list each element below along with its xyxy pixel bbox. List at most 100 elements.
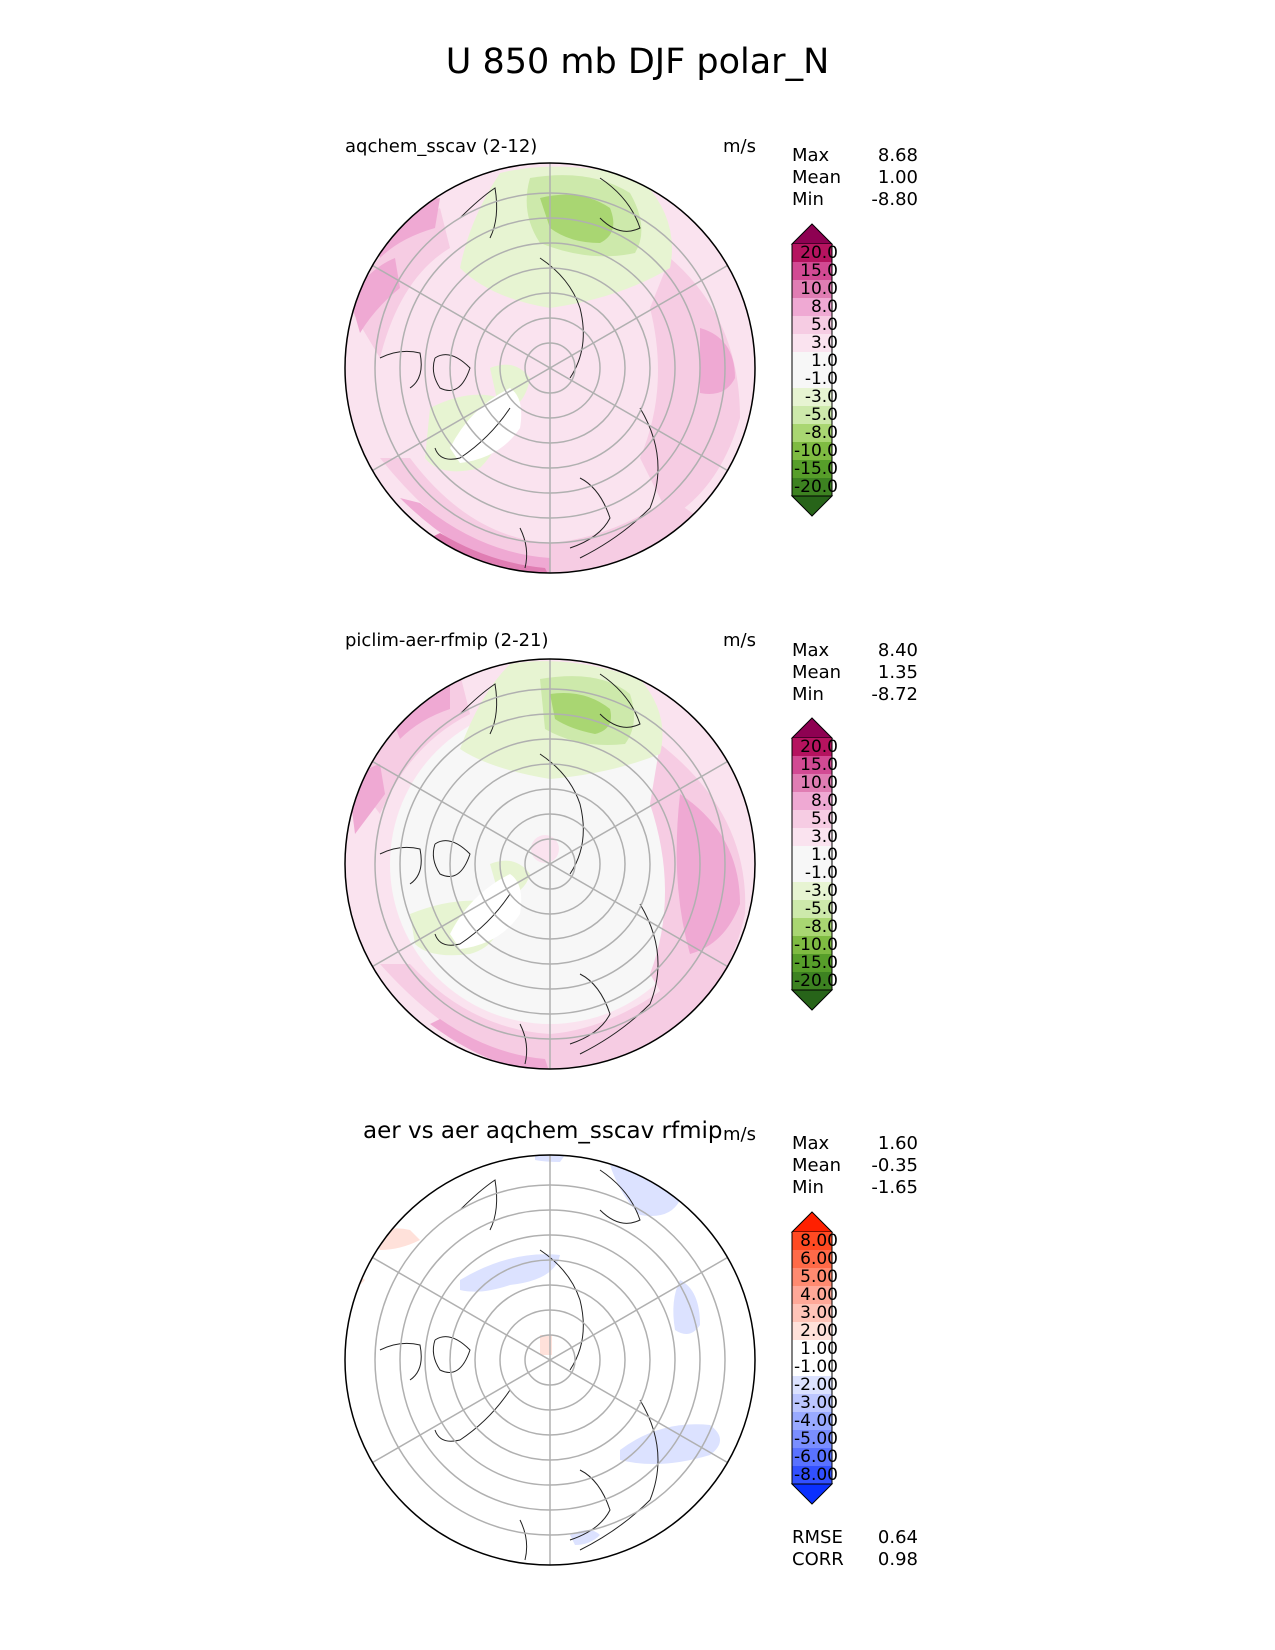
colorbar-tick-label: 10.0 [800,279,838,299]
stat-min-label: Min [792,1177,824,1198]
colorbar-cell [792,1466,832,1484]
colorbar-tick-label: 5.0 [810,809,838,829]
colorbar-tick-label: 20.0 [800,737,838,757]
colorbar-cell [792,900,832,918]
colorbar-tick-label: 8.0 [810,791,838,811]
colorbar-tick-label: -1.0 [804,369,838,389]
colorbar-cell [792,792,832,810]
colorbar-cell [792,828,832,846]
colorbar-cell [792,882,832,900]
colorbar-tick-label: -8.00 [794,1465,838,1485]
colorbar-tick-label: 20.0 [800,243,838,263]
stat-max-label: Max [792,145,830,166]
colorbar-cell [790,717,834,739]
colorbar-tick-label: 1.0 [810,351,838,371]
colorbar-tick-label: -6.00 [794,1447,838,1467]
colorbar-tick-label: -3.0 [804,881,838,901]
stat-mean-value: 1.35 [877,662,918,683]
colorbar-cell [792,1250,832,1268]
colorbar-cell [790,223,834,245]
colorbar-tick-label: 3.0 [810,333,838,353]
colorbar-cell [790,1483,834,1505]
colorbar-tick-label: 4.00 [800,1285,838,1305]
colorbar-tick-label: 3.0 [810,827,838,847]
colorbar-cell [792,370,832,388]
metric-corr-value: 0.98 [877,1549,918,1570]
units-label-ref: m/s [723,630,756,651]
colorbar-cell [790,1211,834,1233]
stat-mean-value: -0.35 [871,1155,918,1176]
colorbar-cell [792,298,832,316]
colorbar-tick-label: -1.00 [794,1357,838,1377]
colorbar-cell [792,846,832,864]
colorbar-tick-label: -10.0 [794,441,838,461]
colorbar-cell [792,864,832,882]
colorbar-cell [792,936,832,954]
colorbar-tick-label: -3.0 [804,387,838,407]
colorbar-cell [792,1394,832,1412]
colorbar-tick-label: 10.0 [800,773,838,793]
colorbar-tick-label: -5.0 [804,899,838,919]
colorbar-cell [792,334,832,352]
colorbar-cell [792,774,832,792]
colorbar-tick-label: -8.0 [804,917,838,937]
colorbar-cell [792,1286,832,1304]
stat-min-value: -8.80 [871,189,918,210]
units-label-diff: m/s [723,1124,756,1145]
colorbar-cell [792,1430,832,1448]
colorbar-tick-label: 8.0 [810,297,838,317]
colorbar-tick-label: -5.0 [804,405,838,425]
colorbar-cell [792,918,832,936]
figure-title: U 850 mb DJF polar_N [445,42,830,82]
colorbar-cell [792,352,832,370]
colorbar-tick-label: -15.0 [794,459,838,479]
panel-title-test: aqchem_sscav (2-12) [345,136,538,157]
colorbar-cell [792,1412,832,1430]
metric-corr-label: CORR [792,1549,844,1570]
stat-min-label: Min [792,684,824,705]
colorbar-cell [792,244,832,262]
colorbar-cell [792,1322,832,1340]
colorbar-cell [792,1340,832,1358]
colorbar-tick-label: 15.0 [800,261,838,281]
colorbar-cell [792,280,832,298]
colorbar-cell [792,442,832,460]
colorbar-cell [792,1232,832,1250]
stat-min-value: -1.65 [871,1177,918,1198]
stat-mean-label: Mean [792,167,842,188]
stat-max-label: Max [792,1133,830,1154]
stat-max-value: 1.60 [877,1133,918,1154]
colorbar-tick-label: -8.0 [804,423,838,443]
colorbar-tick-label: 5.00 [800,1267,838,1287]
colorbar-cell [792,388,832,406]
colorbar-cell [792,262,832,280]
colorbar-tick-label: 1.0 [810,845,838,865]
colorbar-tick-label: 1.00 [800,1339,838,1359]
colorbar-cell [792,972,832,990]
stat-mean-label: Mean [792,1155,842,1176]
metric-rmse-label: RMSE [792,1527,843,1548]
colorbar-tick-label: 8.00 [800,1231,838,1251]
colorbar-tick-label: -1.0 [804,863,838,883]
stat-max-value: 8.40 [877,640,918,661]
colorbar-tick-label: 5.0 [810,315,838,335]
stat-max-value: 8.68 [877,145,918,166]
stat-mean-value: 1.00 [877,167,918,188]
colorbar-tick-label: 2.00 [800,1321,838,1341]
colorbar-cell [792,1268,832,1286]
colorbar-tick-label: -20.0 [794,477,838,497]
colorbar-cell [792,478,832,496]
colorbar-tick-label: -5.00 [794,1429,838,1449]
colorbar-cell [792,460,832,478]
panel-title-diff: aer vs aer aqchem_sscav rfmip [363,1118,723,1144]
polar-map-diff [344,1154,756,1566]
colorbar-tick-label: -20.0 [794,971,838,991]
colorbar-cell [792,424,832,442]
colorbar-tick-label: -2.00 [794,1375,838,1395]
colorbar-cell [792,1358,832,1376]
stat-mean-label: Mean [792,662,842,683]
colorbar-tick-label: -10.0 [794,935,838,955]
colorbar-tick-label: -4.00 [794,1411,838,1431]
colorbar-tick-label: 6.00 [800,1249,838,1269]
colorbar-cell [792,810,832,828]
